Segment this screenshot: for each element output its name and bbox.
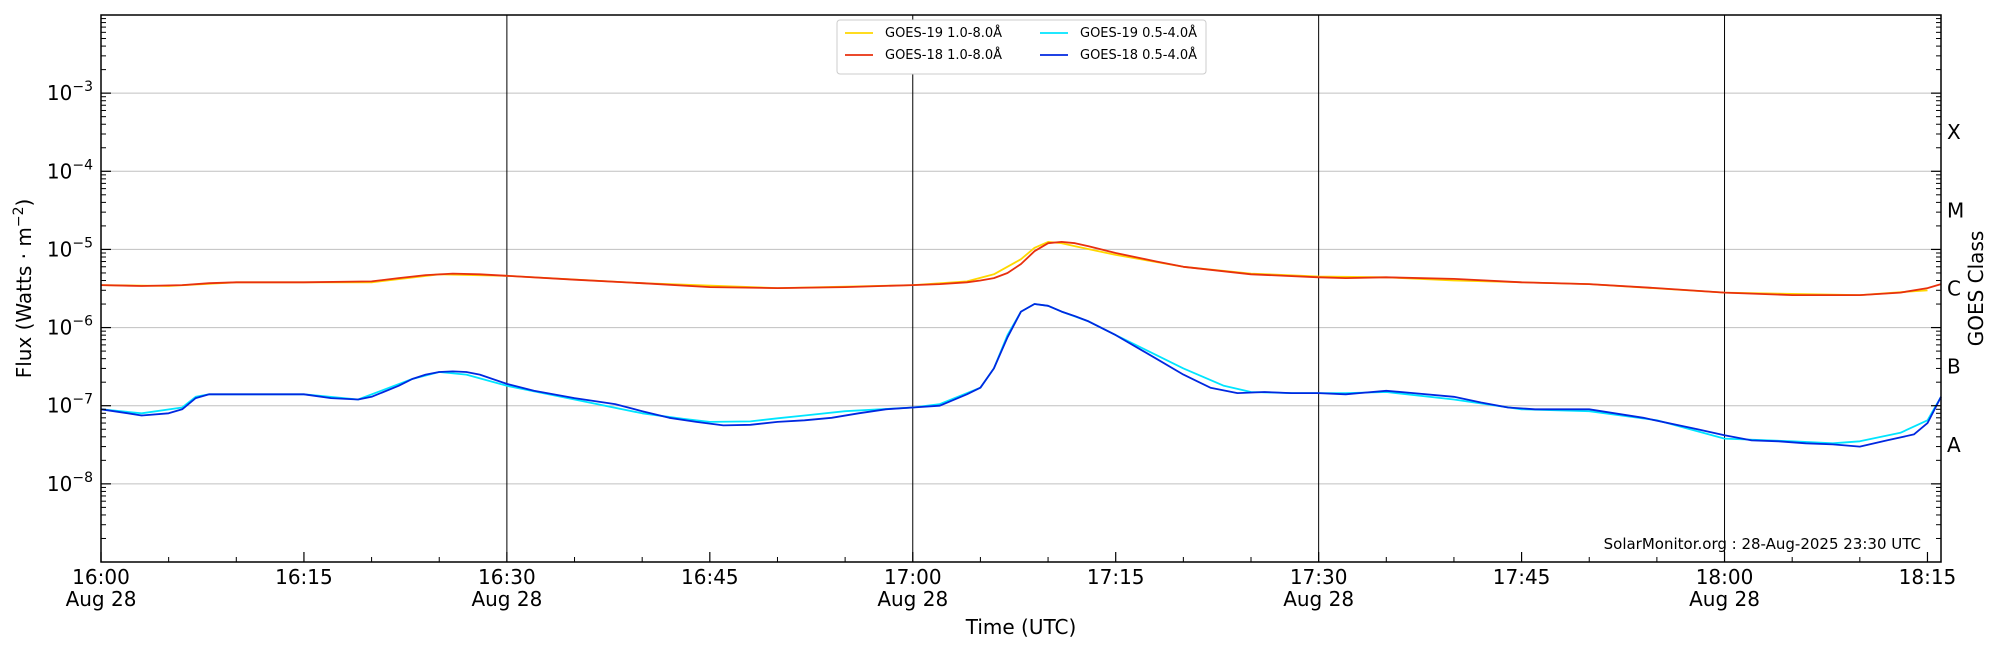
x-tick-date-label: Aug 28: [1689, 587, 1760, 611]
legend-label-3: GOES-18 0.5-4.0Å: [1080, 47, 1197, 63]
y-axis-title-close: ): [12, 199, 36, 207]
plot-frame: [100, 14, 1942, 563]
series-line-3: [100, 303, 1942, 448]
x-tick-label: 18:00: [1696, 565, 1754, 589]
x-tick-label: 16:45: [681, 565, 739, 589]
y-tick-label: 10−7: [47, 392, 93, 418]
x-tick-label: 16:00: [72, 565, 130, 589]
y-tick-label: 10−8: [47, 470, 93, 496]
x-tick-date-label: Aug 28: [877, 587, 948, 611]
y-tick-base: 10: [47, 81, 72, 105]
goes-class-label-x: X: [1947, 120, 1961, 144]
legend-label-0: GOES-19 1.0-8.0Å: [885, 25, 1002, 41]
x-tick-label: 17:00: [884, 565, 942, 589]
y-axis-title-main: Flux (Watts · m: [12, 227, 36, 378]
legend: GOES-19 1.0-8.0Å GOES-19 0.5-4.0Å GOES-18 …: [836, 19, 1207, 75]
y-tick-exponent: −8: [72, 470, 93, 486]
x-tick-date-label: Aug 28: [471, 587, 542, 611]
legend-box: [836, 19, 1207, 75]
x-tick-label: 18:15: [1899, 565, 1957, 589]
y-tick-base: 10: [47, 316, 72, 340]
y-tick-exponent: −3: [72, 79, 93, 95]
legend-label-2: GOES-18 1.0-8.0Å: [885, 47, 1002, 63]
y-tick-label: 10−6: [47, 314, 93, 340]
x-axis-title: Time (UTC): [965, 615, 1077, 639]
goes-class-label-b: B: [1947, 355, 1961, 379]
x-tick-date-label: Aug 28: [1283, 587, 1354, 611]
x-tick-label: 16:15: [275, 565, 333, 589]
y-tick-label: 10−4: [47, 157, 93, 183]
y-tick-base: 10: [47, 159, 72, 183]
legend-label-1: GOES-19 0.5-4.0Å: [1080, 25, 1197, 41]
x-tick-label: 17:45: [1493, 565, 1551, 589]
y-tick-base: 10: [47, 237, 72, 261]
credit-text: SolarMonitor.org : 28-Aug-2025 23:30 UTC: [1604, 535, 1921, 553]
goes-class-label-a: A: [1947, 433, 1961, 457]
x-tick-label: 17:15: [1087, 565, 1145, 589]
x-tick-label: 17:30: [1290, 565, 1348, 589]
x-tick-date-label: Aug 28: [66, 587, 137, 611]
y-tick-label: 10−5: [47, 235, 93, 261]
y-axis-title-sup: −2: [11, 207, 27, 228]
y-tick-exponent: −4: [72, 157, 93, 173]
goes-class-label-c: C: [1947, 277, 1961, 301]
y-tick-base: 10: [47, 472, 72, 496]
goes-class-label-m: M: [1947, 198, 1964, 222]
series-layer: [100, 240, 1942, 448]
x-tick-label: 16:30: [478, 565, 536, 589]
series-line-2: [100, 240, 1942, 297]
y-tick-exponent: −5: [72, 235, 93, 251]
y-axis-title: Flux (Watts · m−2): [11, 199, 36, 379]
grid-layer: [101, 15, 1941, 562]
y-tick-exponent: −7: [72, 392, 93, 408]
y-tick-exponent: −6: [72, 314, 93, 330]
goes-class-axis-title: GOES Class: [1964, 231, 1988, 347]
y-tick-label: 10−3: [47, 79, 93, 105]
y-tick-base: 10: [47, 394, 72, 418]
